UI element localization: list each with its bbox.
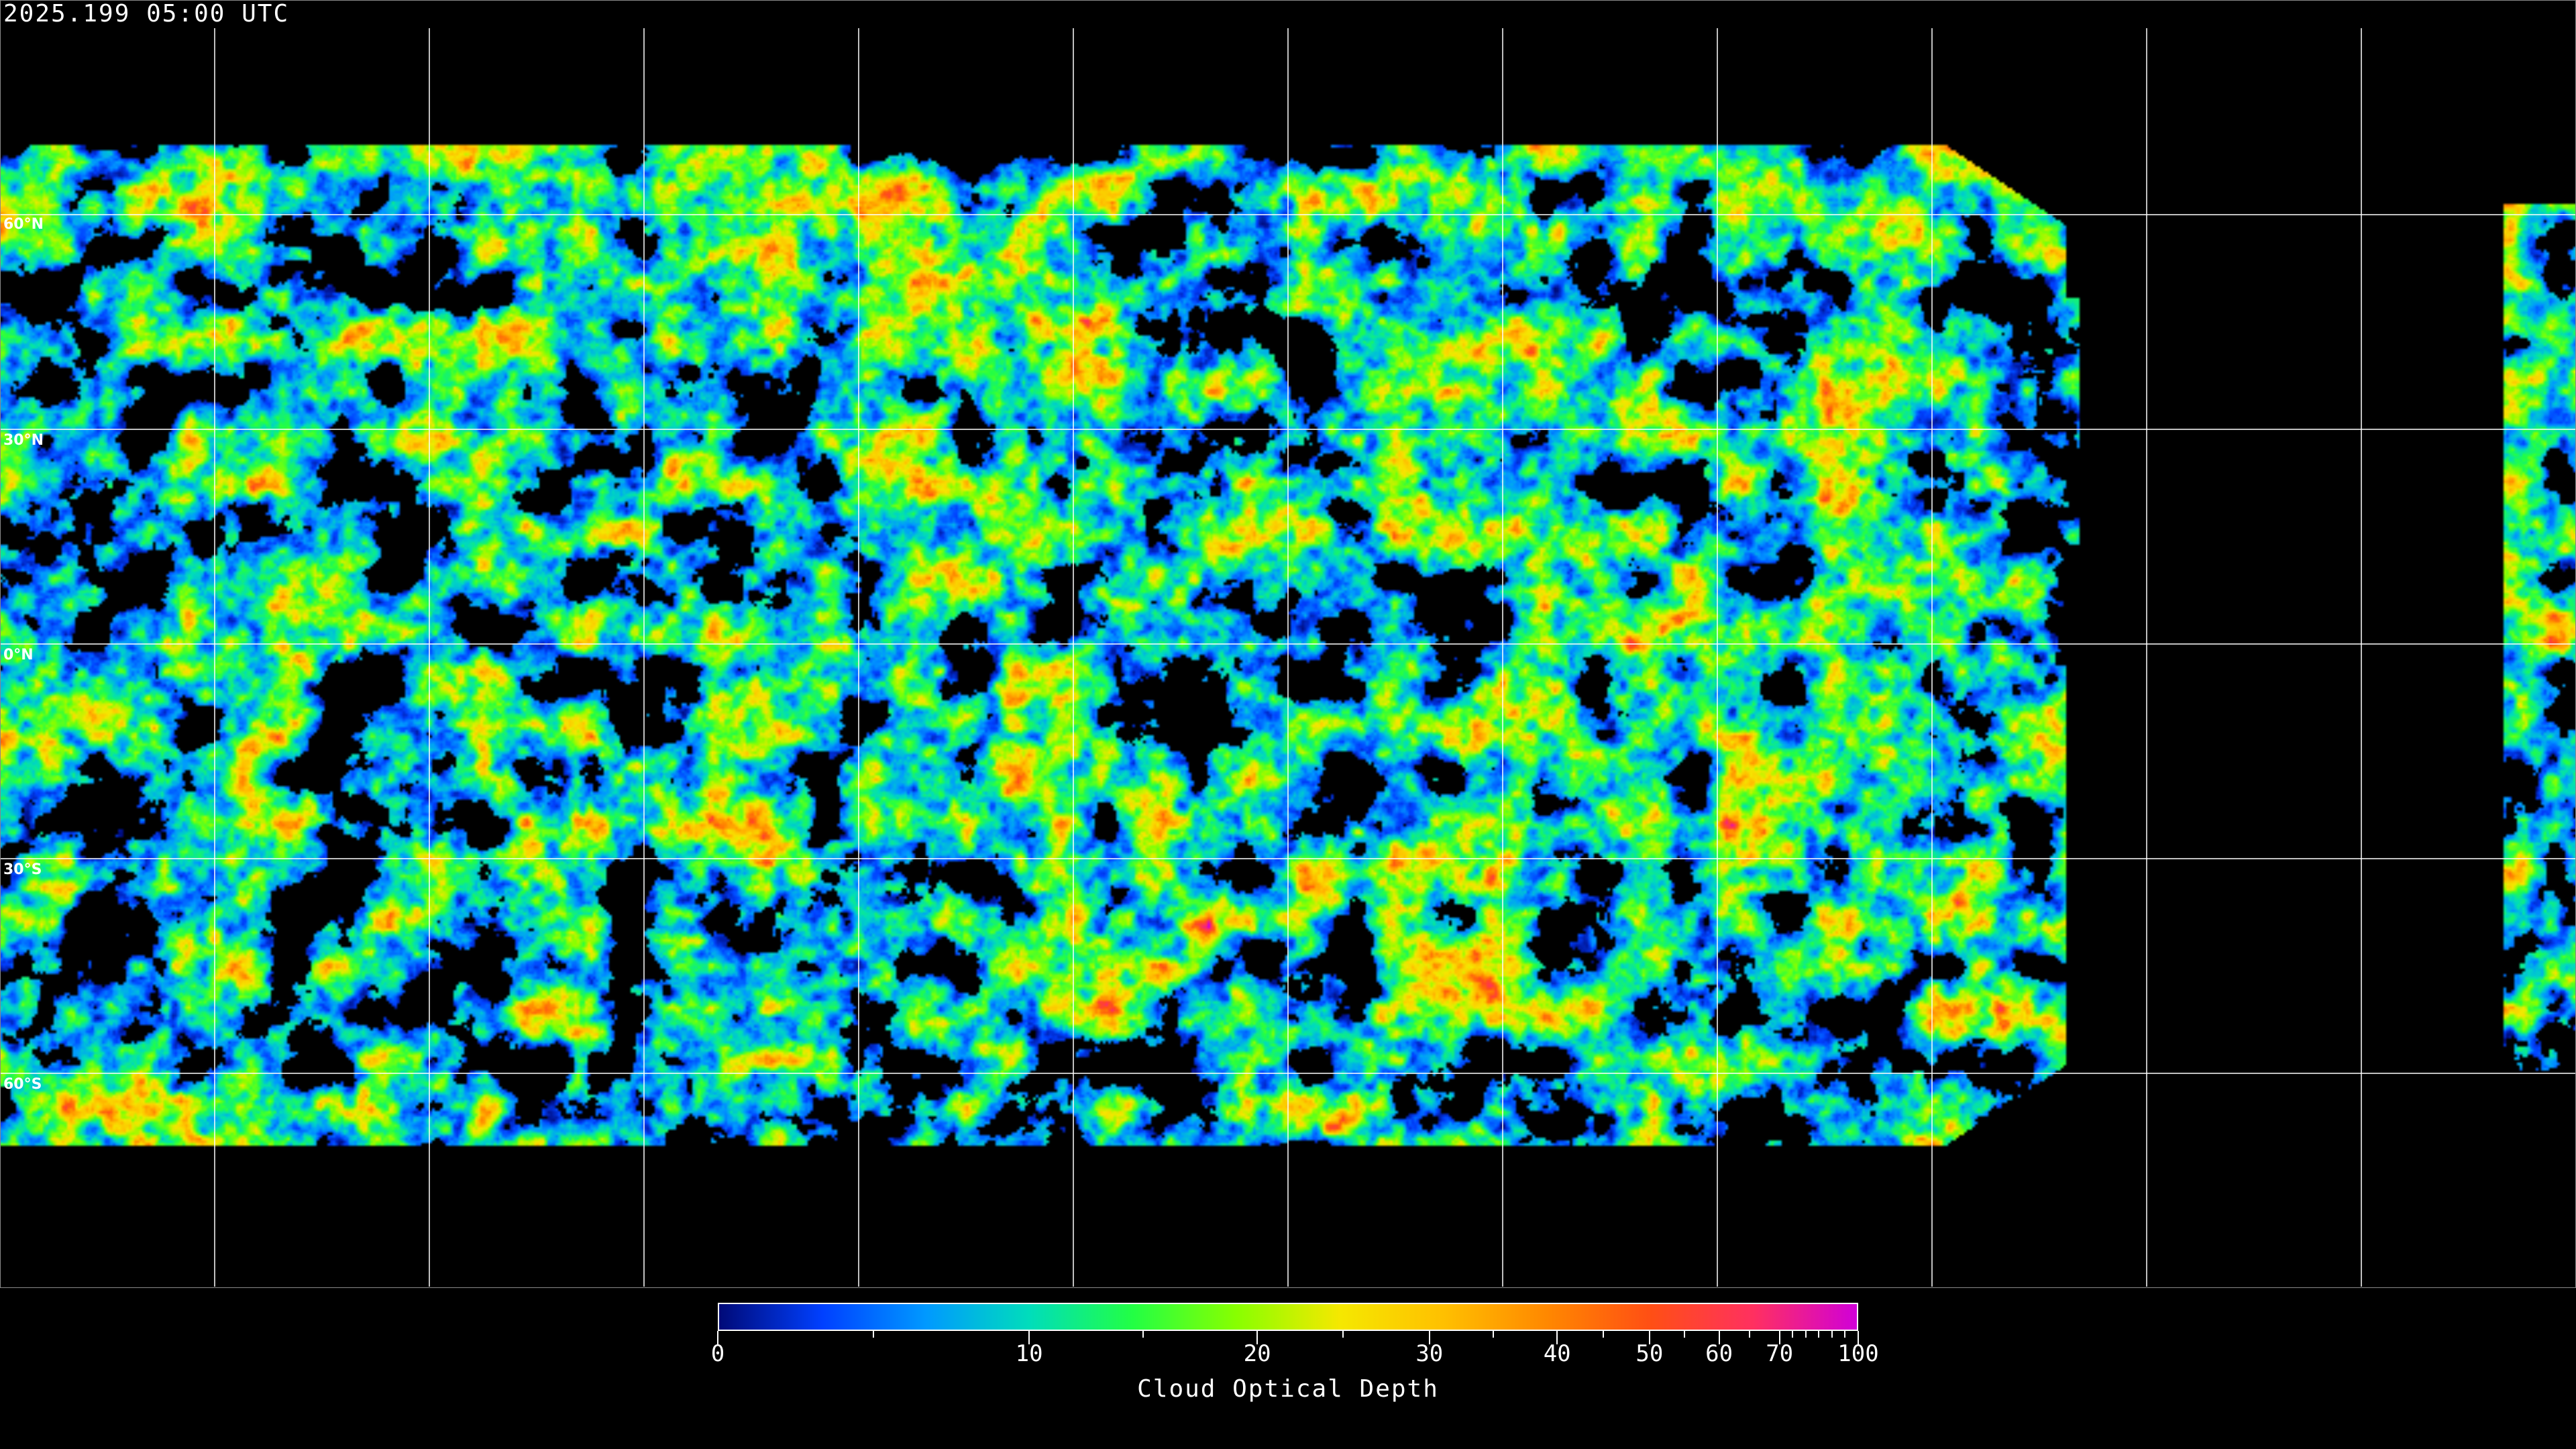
colorbar-label: Cloud Optical Depth <box>1137 1375 1439 1403</box>
lat-label-60s: 60°S <box>3 1076 42 1093</box>
colorbar-minor-tick <box>1831 1331 1833 1338</box>
colorbar-minor-tick <box>1683 1331 1685 1338</box>
colorbar-major-tick <box>1428 1331 1430 1344</box>
colorbar-minor-tick <box>873 1331 875 1338</box>
lat-label-30s: 30°S <box>3 861 42 878</box>
colorbar-minor-tick <box>1805 1331 1807 1338</box>
map-gridlines <box>0 28 2576 1287</box>
colorbar-minor-tick <box>1342 1331 1344 1338</box>
colorbar-tick-label: 60 <box>1705 1340 1733 1367</box>
colorbar-minor-tick <box>1844 1331 1846 1338</box>
colorbar-tick-label: 20 <box>1243 1340 1271 1367</box>
colorbar-major-tick <box>1778 1331 1780 1344</box>
colorbar-minor-tick <box>1818 1331 1820 1338</box>
colorbar-major-tick <box>717 1331 718 1344</box>
colorbar-major-tick <box>1648 1331 1650 1344</box>
colorbar-minor-tick <box>1792 1331 1794 1338</box>
colorbar <box>718 1303 1858 1331</box>
colorbar-tick-label: 40 <box>1543 1340 1571 1367</box>
timestamp-title: 2025.199 05:00 UTC <box>3 0 290 28</box>
colorbar-major-tick <box>1858 1331 1859 1344</box>
colorbar-minor-tick <box>1603 1331 1605 1338</box>
colorbar-major-tick <box>1028 1331 1030 1344</box>
colorbar-tick-label: 50 <box>1635 1340 1664 1367</box>
colorbar-minor-tick <box>1142 1331 1144 1338</box>
colorbar-tick-label: 70 <box>1766 1340 1794 1367</box>
lat-label-60n: 60°N <box>3 216 44 233</box>
lat-label-0n: 0°N <box>3 647 34 663</box>
colorbar-major-tick <box>1256 1331 1258 1344</box>
colorbar-minor-tick <box>1493 1331 1494 1338</box>
colorbar-tick-label: 0 <box>710 1340 725 1367</box>
colorbar-tick-label: 100 <box>1837 1340 1879 1367</box>
colorbar-major-tick <box>1718 1331 1720 1344</box>
colorbar-minor-tick <box>1748 1331 1750 1338</box>
colorbar-tick-label: 10 <box>1015 1340 1043 1367</box>
lat-label-30n: 30°N <box>3 432 44 449</box>
colorbar-tick-label: 30 <box>1415 1340 1444 1367</box>
colorbar-major-tick <box>1556 1331 1558 1344</box>
